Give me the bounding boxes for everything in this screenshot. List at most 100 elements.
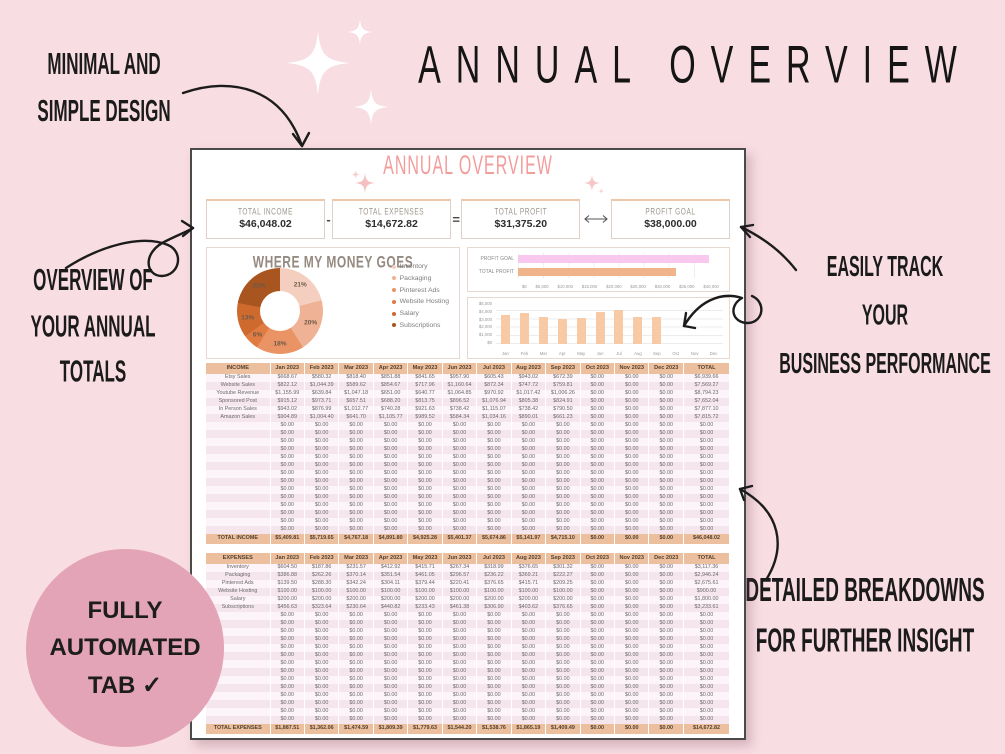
table-cell: $0.00 <box>614 534 650 544</box>
table-cell: $0.00 <box>683 708 730 716</box>
legend-label: Pinterest Ads <box>399 286 440 294</box>
table-cell: $0.00 <box>270 644 305 652</box>
axis-tick: $35,000 <box>679 284 695 289</box>
table-cell: $0.00 <box>476 494 512 502</box>
axis-tick: Aug <box>634 351 642 356</box>
table-cell: $0.00 <box>442 636 478 644</box>
table-cell: $0.00 <box>442 486 478 494</box>
annotation-line: OVERVIEW OF <box>33 262 153 297</box>
table-cell: $0.00 <box>511 510 547 518</box>
table-cell: $0.00 <box>614 644 650 652</box>
table-cell: $0.00 <box>683 422 730 430</box>
table-cell: $717.96 <box>407 382 443 390</box>
table-cell: $0.00 <box>270 446 305 454</box>
table-cell: $0.00 <box>442 692 478 700</box>
table-cell: $0.00 <box>304 660 340 668</box>
table-cell: $100.00 <box>373 588 409 596</box>
table-cell: $0.00 <box>545 708 581 716</box>
table-cell: $0.00 <box>338 438 374 446</box>
badge-line: AUTOMATED <box>49 634 201 662</box>
badge-line: FULLY <box>87 597 163 625</box>
table-cell: Subscriptions <box>206 604 271 612</box>
table-cell: $0.00 <box>338 502 374 510</box>
table-cell: $0.00 <box>545 716 581 724</box>
table-cell: $0.00 <box>545 628 581 636</box>
table-cell: $0.00 <box>545 422 581 430</box>
table-cell: $0.00 <box>338 660 374 668</box>
table-cell: $580.32 <box>304 374 340 382</box>
table-cell: $943.02 <box>270 406 305 414</box>
table-cell: $0.00 <box>683 636 730 644</box>
column-header: May 2023 <box>407 553 443 564</box>
table-cell: $0.00 <box>442 470 478 478</box>
table-empty-row: $0.00 $0.00 $0.00 $0.00 $0.00 $0.00 $0.00 $0.00… <box>206 668 730 676</box>
table-cell <box>206 430 271 438</box>
table-cell: $0.00 <box>648 374 684 382</box>
table-cell: $0.00 <box>270 636 305 644</box>
table-cell: $0.00 <box>614 470 650 478</box>
table-cell: $0.00 <box>545 684 581 692</box>
table-cell: $0.00 <box>580 636 616 644</box>
axis-tick: $5,000 <box>478 301 492 306</box>
table-cell: $200.00 <box>442 596 478 604</box>
table-cell: $0.00 <box>614 494 650 502</box>
table-row: Youtube Revenue $1,155.99 $639.84 $1,047.18… <box>206 390 730 398</box>
table-cell: $0.00 <box>270 612 305 620</box>
table-cell: $0.00 <box>442 422 478 430</box>
table-cell: $0.00 <box>580 692 616 700</box>
table-cell: $0.00 <box>614 438 650 446</box>
table-cell: $0.00 <box>407 652 443 660</box>
column-header: Jan 2023 <box>270 553 305 564</box>
table-cell: $0.00 <box>442 438 478 446</box>
table-cell: $0.00 <box>373 526 409 534</box>
table-cell: $589.62 <box>338 382 374 390</box>
table-cell: $0.00 <box>476 708 512 716</box>
table-cell: $0.00 <box>304 676 340 684</box>
column-header: May 2023 <box>407 363 443 374</box>
column-header: Nov 2023 <box>614 363 650 374</box>
table-cell: $0.00 <box>407 620 443 628</box>
table-row: In Person Sales $943.02 $876.99 $1,012.77 $7… <box>206 406 730 414</box>
table-cell: $0.00 <box>683 454 730 462</box>
table-cell: $0.00 <box>580 502 616 510</box>
monthly-bar <box>595 312 605 344</box>
table-cell: $0.00 <box>614 518 650 526</box>
table-cell: $0.00 <box>373 700 409 708</box>
table-cell: $970.92 <box>476 390 512 398</box>
table-cell: $376.65 <box>511 564 547 572</box>
table-cell: $0.00 <box>373 422 409 430</box>
table-cell: $0.00 <box>683 486 730 494</box>
table-cell: $915.12 <box>270 398 305 406</box>
table-cell: $0.00 <box>338 470 374 478</box>
table-cell: $0.00 <box>545 652 581 660</box>
table-cell: $0.00 <box>614 700 650 708</box>
table-cell: $0.00 <box>407 518 443 526</box>
table-cell: $0.00 <box>373 502 409 510</box>
table-cell: $0.00 <box>442 652 478 660</box>
spreadsheet-card: ANNUAL OVERVIEW TOTAL INCOME $46,048.02 … <box>190 148 746 740</box>
table-cell: $0.00 <box>373 494 409 502</box>
table-cell: $0.00 <box>407 502 443 510</box>
table-cell: $0.00 <box>476 716 512 724</box>
table-cell: $0.00 <box>648 660 684 668</box>
table-cell: $0.00 <box>511 430 547 438</box>
table-cell: $0.00 <box>683 652 730 660</box>
monthly-bar <box>500 315 510 344</box>
table-cell: $0.00 <box>304 620 340 628</box>
monthly-bar-slot <box>704 303 723 344</box>
table-cell: $0.00 <box>545 510 581 518</box>
table-cell: $0.00 <box>476 628 512 636</box>
table-cell: $0.00 <box>373 430 409 438</box>
table-cell: $0.00 <box>511 652 547 660</box>
table-cell: $370.14 <box>338 572 374 580</box>
table-cell: $0.00 <box>648 478 684 486</box>
table-cell: $386.88 <box>270 572 305 580</box>
table-cell: $0.00 <box>614 580 650 588</box>
table-cell: $1,047.18 <box>338 390 374 398</box>
table-cell: $0.00 <box>407 676 443 684</box>
table-cell: $0.00 <box>373 454 409 462</box>
table-cell: $0.00 <box>648 526 684 534</box>
table-cell: $0.00 <box>270 526 305 534</box>
table-cell: $0.00 <box>304 716 340 724</box>
table-cell: $0.00 <box>373 676 409 684</box>
